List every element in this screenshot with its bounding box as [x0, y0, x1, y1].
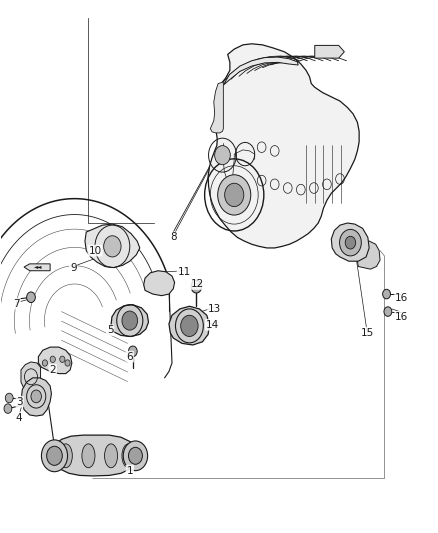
Text: 15: 15 — [360, 328, 374, 338]
Circle shape — [42, 440, 67, 472]
Circle shape — [50, 356, 55, 362]
Circle shape — [383, 289, 391, 299]
Text: 12: 12 — [191, 279, 204, 289]
Polygon shape — [39, 347, 72, 374]
Circle shape — [27, 292, 35, 303]
Text: 1: 1 — [127, 466, 133, 475]
Ellipse shape — [122, 444, 135, 468]
Polygon shape — [210, 82, 223, 133]
Circle shape — [215, 146, 230, 165]
Text: 4: 4 — [15, 413, 22, 423]
Polygon shape — [144, 271, 175, 296]
Text: 10: 10 — [88, 246, 102, 256]
Circle shape — [128, 346, 137, 357]
Text: ◄◄: ◄◄ — [34, 264, 42, 270]
Text: 6: 6 — [127, 352, 133, 361]
Polygon shape — [208, 44, 359, 248]
Polygon shape — [111, 305, 148, 336]
Text: 5: 5 — [107, 325, 113, 335]
Ellipse shape — [59, 444, 72, 468]
Circle shape — [31, 390, 42, 403]
Circle shape — [128, 447, 142, 464]
Text: 2: 2 — [49, 365, 56, 375]
Circle shape — [42, 360, 47, 366]
Polygon shape — [331, 223, 369, 261]
Polygon shape — [169, 306, 209, 345]
Circle shape — [218, 175, 251, 215]
Polygon shape — [85, 224, 140, 268]
Circle shape — [47, 446, 62, 465]
Text: 11: 11 — [177, 267, 191, 277]
Circle shape — [191, 280, 201, 293]
Circle shape — [339, 229, 361, 256]
Text: 7: 7 — [13, 298, 20, 309]
Polygon shape — [53, 435, 138, 476]
Text: 9: 9 — [70, 263, 77, 272]
Polygon shape — [21, 378, 51, 416]
Ellipse shape — [82, 444, 95, 468]
Circle shape — [384, 307, 392, 317]
Polygon shape — [356, 241, 380, 269]
Polygon shape — [223, 57, 298, 85]
Circle shape — [65, 360, 70, 366]
Circle shape — [4, 404, 12, 414]
Text: 13: 13 — [208, 304, 221, 314]
Circle shape — [225, 183, 244, 207]
Circle shape — [181, 316, 198, 336]
Ellipse shape — [105, 444, 117, 468]
Polygon shape — [24, 264, 50, 271]
Text: 16: 16 — [395, 293, 408, 303]
Circle shape — [104, 236, 121, 257]
Text: 8: 8 — [170, 232, 177, 243]
Text: 14: 14 — [206, 320, 219, 330]
Circle shape — [5, 393, 13, 403]
Text: 16: 16 — [395, 312, 408, 322]
Circle shape — [345, 236, 356, 249]
Text: 3: 3 — [16, 397, 23, 407]
Circle shape — [60, 356, 65, 362]
Circle shape — [123, 441, 148, 471]
Polygon shape — [315, 45, 344, 58]
Polygon shape — [21, 362, 41, 390]
Circle shape — [122, 311, 138, 330]
